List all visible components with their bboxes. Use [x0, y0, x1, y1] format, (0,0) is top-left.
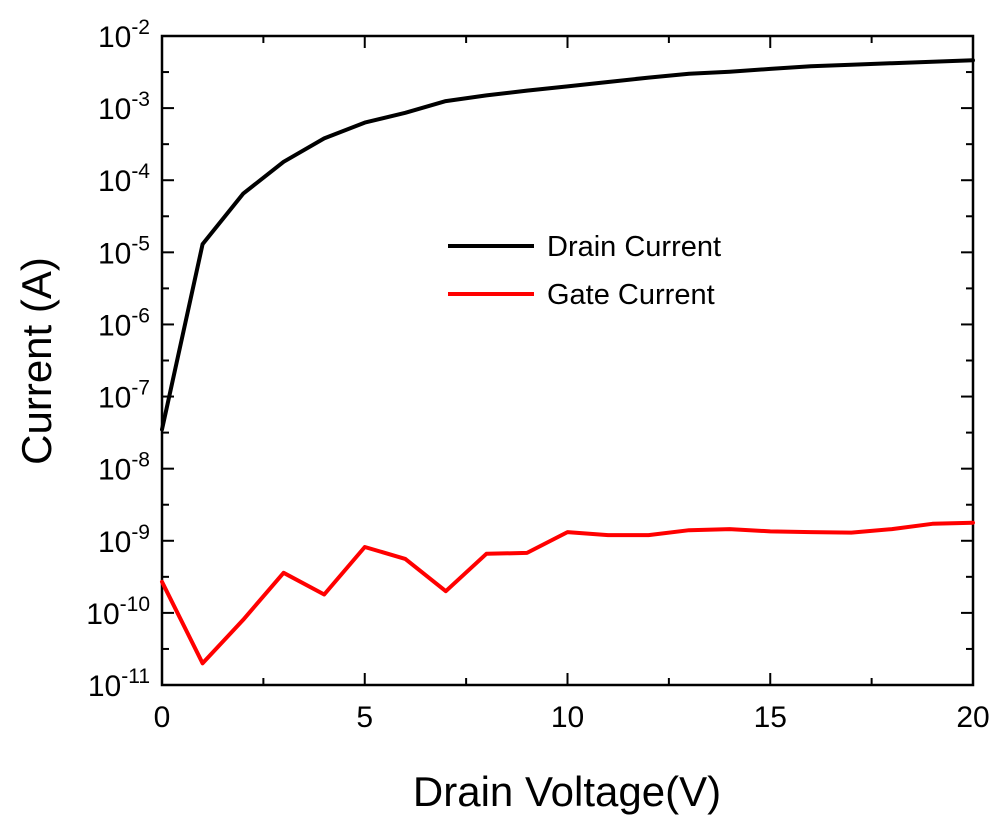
legend-label: Drain Current: [547, 231, 721, 263]
y-tick-exponent: -8: [131, 449, 150, 472]
y-tick-exponent: -5: [131, 232, 150, 255]
y-tick-label: 10-7: [98, 377, 150, 415]
y-tick-exponent: -9: [131, 521, 150, 544]
y-tick-label: 10-6: [98, 304, 150, 342]
plot-area: [160, 34, 975, 687]
y-tick-label: 10-3: [98, 88, 150, 126]
legend-label: Gate Current: [547, 279, 715, 311]
minor-ticks: [162, 36, 973, 685]
series-line-gate-current: [160, 520, 975, 666]
x-tick-label: 15: [754, 701, 787, 734]
y-tick-exponent: -2: [131, 16, 150, 39]
x-tick-label: 0: [154, 701, 171, 734]
y-tick-base: 10: [98, 526, 131, 559]
major-ticks: [161, 35, 974, 686]
y-tick-label: 10-4: [98, 160, 150, 198]
y-tick-labels: 10-1110-1010-910-810-710-610-510-410-310…: [86, 16, 150, 703]
x-axis-title: Drain Voltage(V): [413, 768, 721, 815]
y-tick-base: 10: [98, 237, 131, 270]
y-tick-base: 10: [86, 598, 119, 631]
x-tick-labels: 0 5 10 15 20: [154, 701, 990, 734]
y-tick-base: 10: [98, 309, 131, 342]
y-tick-label: 10-11: [88, 665, 150, 703]
series-lines: [160, 58, 975, 666]
x-tick-label: 5: [356, 701, 373, 734]
y-tick-base: 10: [98, 382, 131, 415]
series-line-drain-current: [160, 58, 975, 432]
y-tick-exponent: -3: [131, 88, 150, 111]
y-tick-base: 10: [98, 93, 131, 126]
y-tick-exponent: -6: [131, 304, 150, 327]
y-tick-base: 10: [88, 670, 121, 703]
y-tick-base: 10: [98, 454, 131, 487]
y-tick-base: 10: [98, 165, 131, 198]
y-tick-exponent: -11: [121, 665, 150, 688]
y-tick-base: 10: [98, 21, 131, 54]
x-tick-label: 20: [956, 701, 989, 734]
y-tick-exponent: -10: [120, 593, 150, 616]
y-tick-label: 10-8: [98, 449, 150, 487]
x-tick-label: 10: [551, 701, 584, 734]
legend: Drain Current Gate Current: [448, 231, 721, 311]
y-tick-label: 10-2: [98, 16, 150, 54]
y-tick-label: 10-10: [86, 593, 150, 631]
y-tick-label: 10-9: [98, 521, 150, 559]
y-tick-label: 10-5: [98, 232, 150, 270]
y-axis-title: Current (A): [13, 257, 60, 465]
y-tick-exponent: -4: [131, 160, 150, 183]
y-tick-exponent: -7: [131, 377, 150, 400]
